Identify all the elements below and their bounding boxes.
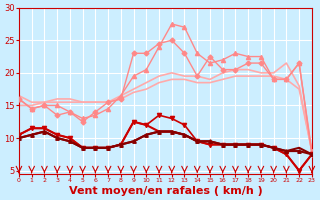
X-axis label: Vent moyen/en rafales ( km/h ): Vent moyen/en rafales ( km/h ) [68, 186, 262, 196]
